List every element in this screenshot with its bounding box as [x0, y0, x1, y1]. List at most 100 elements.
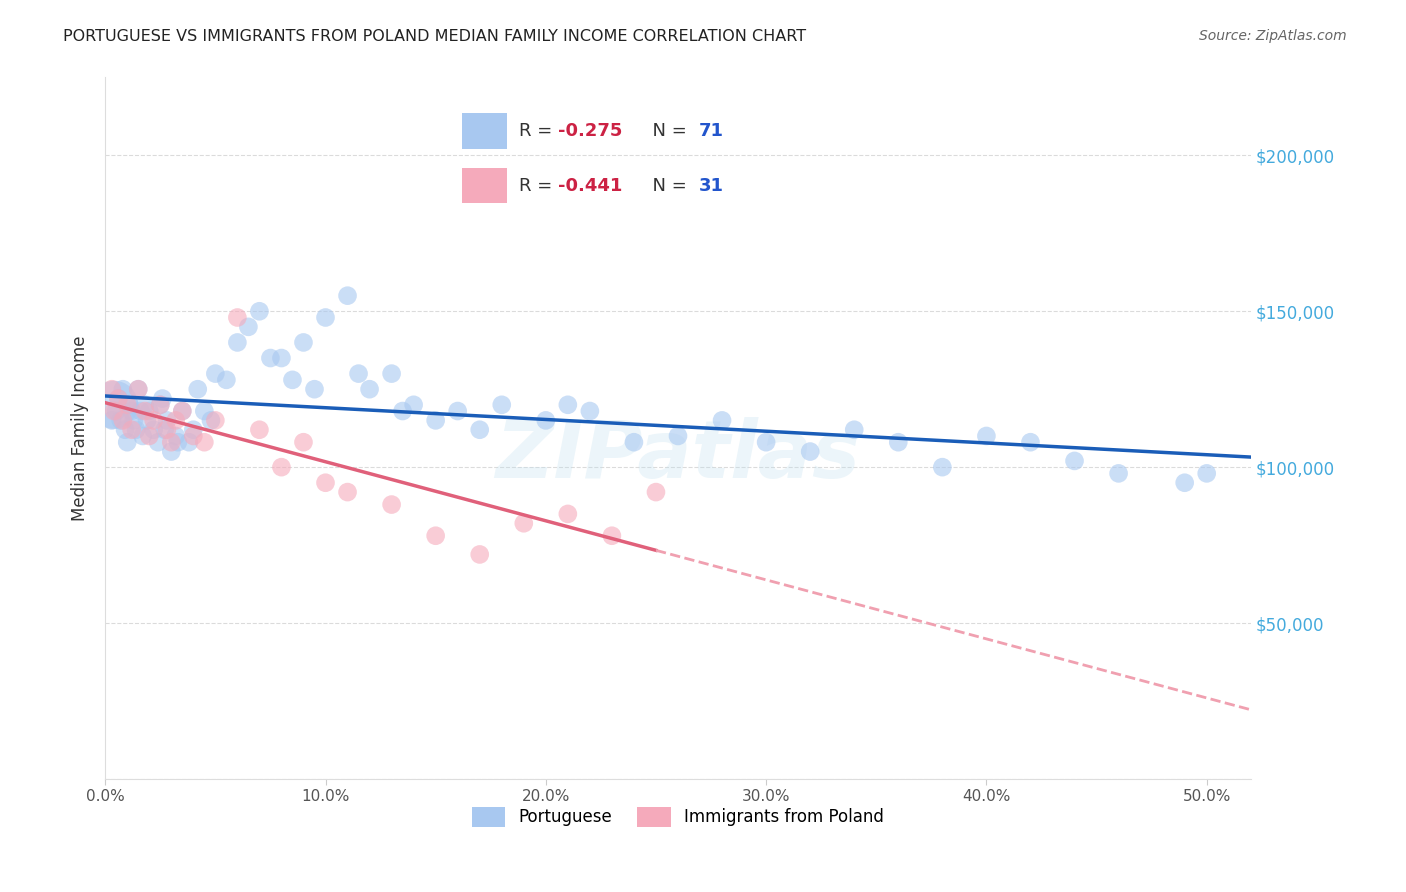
- Point: [101, 413, 124, 427]
- Point: [115, 398, 138, 412]
- Point: [127, 382, 149, 396]
- Point: [534, 413, 557, 427]
- Point: [1195, 467, 1218, 481]
- Point: [129, 404, 152, 418]
- Point: [425, 529, 447, 543]
- Text: ZIPatlas: ZIPatlas: [495, 417, 860, 495]
- Point: [160, 435, 183, 450]
- Point: [623, 435, 645, 450]
- Point: [200, 413, 222, 427]
- Point: [165, 429, 187, 443]
- Point: [1063, 454, 1085, 468]
- Point: [315, 475, 337, 490]
- Point: [138, 404, 160, 418]
- Point: [226, 310, 249, 325]
- Point: [134, 404, 156, 418]
- Point: [468, 423, 491, 437]
- Point: [447, 404, 470, 418]
- Point: [281, 373, 304, 387]
- Point: [131, 429, 153, 443]
- Point: [103, 398, 125, 412]
- Point: [336, 485, 359, 500]
- Point: [111, 413, 134, 427]
- Point: [315, 310, 337, 325]
- Point: [292, 435, 315, 450]
- Point: [165, 413, 187, 427]
- Point: [177, 435, 200, 450]
- Point: [292, 335, 315, 350]
- Point: [359, 382, 381, 396]
- Point: [600, 529, 623, 543]
- Point: [193, 404, 215, 418]
- Point: [491, 398, 513, 412]
- Point: [391, 404, 413, 418]
- Point: [167, 435, 190, 450]
- Point: [172, 404, 194, 418]
- Point: [259, 351, 281, 365]
- Y-axis label: Median Family Income: Median Family Income: [72, 335, 89, 521]
- Point: [111, 382, 134, 396]
- Point: [249, 423, 271, 437]
- Point: [976, 429, 998, 443]
- Point: [755, 435, 778, 450]
- Legend: Portuguese, Immigrants from Poland: Portuguese, Immigrants from Poland: [465, 800, 890, 834]
- Point: [799, 444, 821, 458]
- Point: [557, 398, 579, 412]
- Point: [121, 404, 143, 418]
- Point: [666, 429, 689, 443]
- Point: [125, 423, 148, 437]
- Point: [105, 404, 128, 418]
- Point: [336, 288, 359, 302]
- Point: [122, 413, 145, 427]
- Point: [138, 429, 160, 443]
- Point: [183, 423, 205, 437]
- Text: Source: ZipAtlas.com: Source: ZipAtlas.com: [1199, 29, 1347, 43]
- Point: [1174, 475, 1197, 490]
- Point: [114, 423, 136, 437]
- Point: [887, 435, 910, 450]
- Point: [557, 507, 579, 521]
- Point: [844, 423, 866, 437]
- Point: [107, 392, 129, 406]
- Point: [107, 392, 129, 406]
- Point: [215, 373, 238, 387]
- Point: [204, 413, 226, 427]
- Point: [134, 398, 156, 412]
- Point: [149, 398, 172, 412]
- Point: [347, 367, 370, 381]
- Point: [118, 398, 141, 412]
- Point: [156, 423, 179, 437]
- Point: [1019, 435, 1042, 450]
- Point: [425, 413, 447, 427]
- Point: [146, 435, 169, 450]
- Point: [160, 444, 183, 458]
- Point: [103, 404, 125, 418]
- Point: [142, 423, 165, 437]
- Point: [152, 392, 174, 406]
- Point: [270, 351, 292, 365]
- Point: [238, 319, 260, 334]
- Point: [468, 548, 491, 562]
- Point: [153, 423, 176, 437]
- Point: [270, 460, 292, 475]
- Point: [172, 404, 194, 418]
- Point: [115, 435, 138, 450]
- Point: [249, 304, 271, 318]
- Point: [1108, 467, 1130, 481]
- Point: [711, 413, 734, 427]
- Point: [142, 413, 165, 427]
- Point: [136, 413, 159, 427]
- Point: [149, 398, 172, 412]
- Point: [226, 335, 249, 350]
- Point: [127, 382, 149, 396]
- Point: [193, 435, 215, 450]
- Point: [187, 382, 209, 396]
- Point: [931, 460, 953, 475]
- Point: [156, 413, 179, 427]
- Point: [110, 413, 132, 427]
- Point: [101, 382, 124, 396]
- Point: [513, 516, 536, 531]
- Point: [645, 485, 668, 500]
- Point: [402, 398, 425, 412]
- Point: [183, 429, 205, 443]
